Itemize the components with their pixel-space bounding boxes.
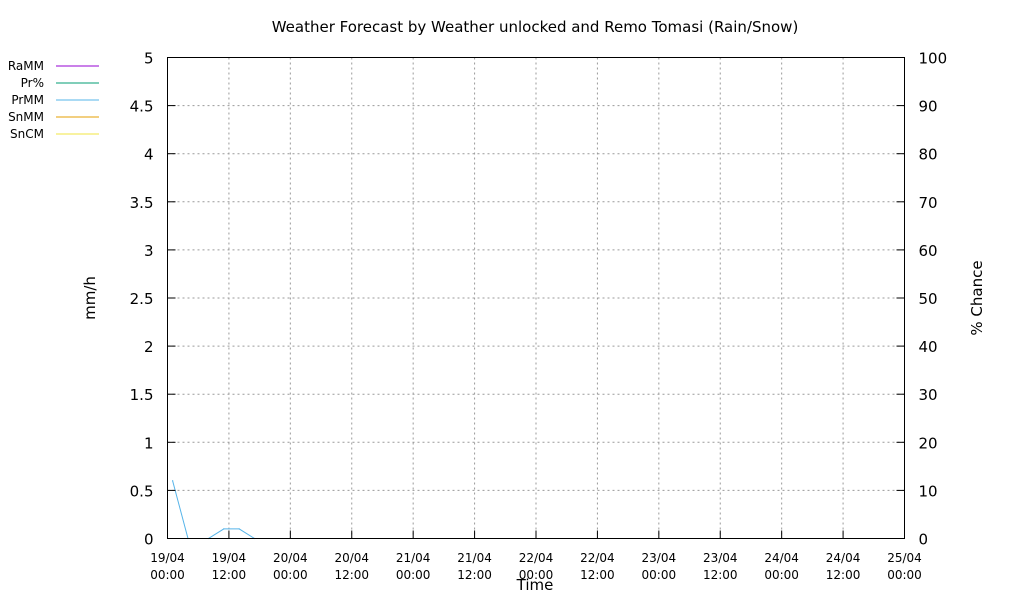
x-tick-date: 21/04 (396, 551, 431, 565)
x-tick-date: 19/04 (150, 551, 185, 565)
legend-label: PrMM (11, 93, 44, 107)
x-axis-label: Time (516, 576, 554, 594)
legend-label: SnMM (8, 110, 44, 124)
y2-tick-label: 80 (919, 146, 938, 164)
x-tick-time: 00:00 (150, 568, 185, 582)
x-tick-date: 24/04 (764, 551, 799, 565)
x-tick-time: 12:00 (212, 568, 247, 582)
y2-tick-label: 20 (919, 434, 938, 452)
data-point (223, 528, 225, 530)
x-tick-time: 12:00 (580, 568, 615, 582)
y2-tick-label: 50 (919, 290, 938, 308)
y2-tick-label: 60 (919, 242, 938, 260)
y2-axis-ticks: 0 10 20 30 40 50 60 70 80 90 100 (896, 50, 948, 549)
y2-tick-label: 100 (919, 50, 948, 68)
x-tick-time: 00:00 (764, 568, 799, 582)
y-axis-ticks: 0 0.5 1 1.5 2 2.5 3 3.5 4 4.5 5 (130, 50, 176, 549)
y-axis-label: mm/h (81, 276, 99, 320)
y-tick-label: 3.5 (130, 194, 154, 212)
y-tick-label: 2.5 (130, 290, 154, 308)
x-tick-time: 00:00 (519, 568, 554, 582)
y2-tick-label: 90 (919, 98, 938, 116)
x-tick-date: 20/04 (273, 551, 308, 565)
y2-tick-label: 30 (919, 386, 938, 404)
x-tick-date: 23/04 (642, 551, 677, 565)
y-tick-label: 5 (144, 50, 154, 68)
x-tick-date: 23/04 (703, 551, 738, 565)
y-tick-label: 0.5 (130, 482, 154, 500)
y-tick-label: 1 (144, 434, 154, 452)
x-tick-date: 22/04 (519, 551, 554, 565)
legend: RaMM Pr% PrMM SnMM SnCM (8, 59, 99, 141)
legend-label: SnCM (10, 127, 44, 141)
legend-label: RaMM (8, 59, 44, 73)
data-point (172, 480, 174, 482)
y-tick-label: 1.5 (130, 386, 154, 404)
x-tick-time: 12:00 (457, 568, 492, 582)
x-tick-time: 00:00 (396, 568, 431, 582)
series-line-prmm (172, 480, 255, 539)
x-tick-date: 20/04 (334, 551, 369, 565)
y2-axis-label: % Chance (968, 260, 986, 335)
legend-label: Pr% (21, 76, 44, 90)
x-tick-date: 24/04 (826, 551, 861, 565)
data-point (238, 528, 240, 530)
y-tick-label: 4.5 (130, 98, 154, 116)
y2-tick-label: 40 (919, 338, 938, 356)
x-tick-time: 12:00 (703, 568, 738, 582)
x-tick-date: 21/04 (457, 551, 492, 565)
x-tick-date: 25/04 (887, 551, 922, 565)
x-tick-time: 00:00 (642, 568, 677, 582)
x-axis-ticks: 19/04 00:00 19/04 12:00 20/04 00:00 20/04 12:00… (150, 530, 922, 582)
x-tick-time: 00:00 (273, 568, 308, 582)
y-tick-label: 4 (144, 146, 154, 164)
x-tick-time: 12:00 (826, 568, 861, 582)
y-tick-label: 3 (144, 242, 154, 260)
y2-tick-label: 10 (919, 482, 938, 500)
x-tick-time: 00:00 (887, 568, 922, 582)
series-lines (172, 480, 256, 540)
x-tick-time: 12:00 (334, 568, 369, 582)
y-tick-label: 2 (144, 338, 154, 356)
y-tick-label: 0 (144, 531, 154, 549)
y2-tick-label: 0 (919, 531, 929, 549)
x-tick-date: 22/04 (580, 551, 615, 565)
chart-title: Weather Forecast by Weather unlocked and… (272, 18, 799, 36)
y2-tick-label: 70 (919, 194, 938, 212)
x-tick-date: 19/04 (212, 551, 247, 565)
grid (167, 57, 905, 539)
